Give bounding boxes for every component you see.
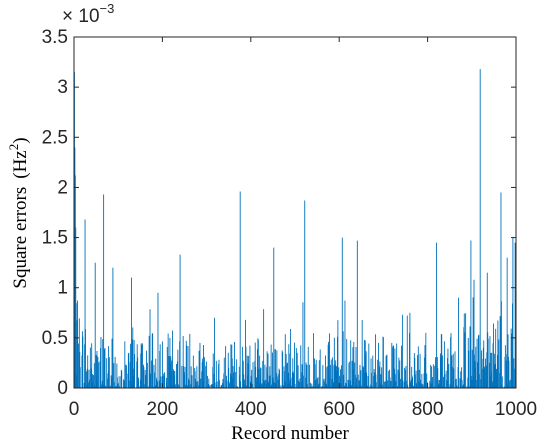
y-tick-label: 0.5 bbox=[42, 328, 68, 349]
y-axis-label-name: Square errors bbox=[10, 187, 31, 289]
x-axis-label: Record number bbox=[231, 423, 349, 444]
x-tick-label: 0 bbox=[69, 399, 80, 420]
y-axis-label-unit: (Hz bbox=[10, 150, 31, 178]
x-tick-label: 1000 bbox=[495, 399, 537, 420]
y-tick-label: 1.5 bbox=[42, 228, 68, 249]
bar-series bbox=[73, 69, 517, 388]
x-tick-label: 400 bbox=[235, 399, 267, 420]
y-tick-label: 3 bbox=[57, 77, 68, 98]
x-tick-label: 800 bbox=[412, 399, 444, 420]
y-scale-exponent: −3 bbox=[100, 1, 115, 16]
axis-tick-labels: 0 200 400 600 800 1000 0 0.5 1 1.5 2 2.5 3 3.5 bbox=[42, 27, 538, 420]
y-tick-label: 0 bbox=[57, 378, 68, 399]
plot-frame bbox=[73, 36, 517, 389]
y-axis-label-unit-close: ) bbox=[10, 137, 31, 143]
y-tick-label: 1 bbox=[57, 278, 68, 299]
x-tick-label: 200 bbox=[147, 399, 179, 420]
y-axis-label: Square errors (Hz2) bbox=[6, 137, 31, 288]
y-axis-label-unit-sup: 2 bbox=[6, 144, 21, 151]
axis-ticks bbox=[73, 36, 517, 389]
x-tick-label: 600 bbox=[323, 399, 355, 420]
y-scale-exponent-label: × 10−3 bbox=[62, 1, 114, 27]
y-scale-base: × 10 bbox=[62, 6, 100, 27]
y-tick-label: 2.5 bbox=[42, 127, 68, 148]
y-tick-label: 3.5 bbox=[42, 27, 68, 48]
y-tick-label: 2 bbox=[57, 177, 68, 198]
